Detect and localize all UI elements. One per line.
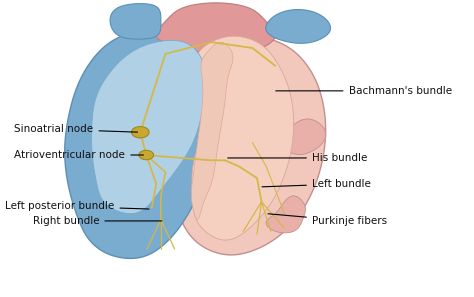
Circle shape: [139, 150, 154, 160]
Polygon shape: [266, 196, 305, 233]
Text: Bachmann's bundle: Bachmann's bundle: [276, 86, 452, 96]
Polygon shape: [91, 40, 207, 214]
Polygon shape: [173, 29, 326, 255]
Polygon shape: [266, 10, 330, 43]
Text: Right bundle: Right bundle: [33, 216, 162, 226]
Text: Atrioventricular node: Atrioventricular node: [14, 150, 144, 160]
Polygon shape: [110, 4, 161, 39]
Polygon shape: [191, 42, 233, 219]
Text: Left bundle: Left bundle: [262, 179, 371, 189]
Polygon shape: [283, 119, 326, 154]
Polygon shape: [156, 3, 275, 55]
Polygon shape: [192, 36, 293, 240]
Text: Purkinje fibers: Purkinje fibers: [268, 214, 387, 226]
Polygon shape: [65, 27, 225, 258]
Circle shape: [131, 127, 149, 138]
Text: Sinoatrial node: Sinoatrial node: [14, 124, 137, 134]
Text: Left posterior bundle: Left posterior bundle: [5, 201, 149, 211]
Text: His bundle: His bundle: [228, 153, 367, 163]
